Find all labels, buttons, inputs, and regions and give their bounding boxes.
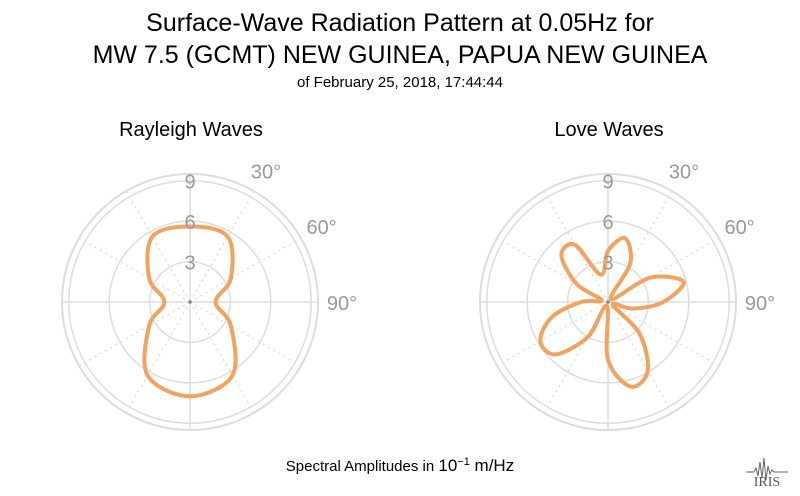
radial-tick-label: 6 [602, 212, 613, 234]
polar-outer-ring [61, 173, 319, 431]
polar-ring [526, 220, 690, 384]
polar-spoke [189, 237, 302, 303]
polar-spoke [189, 301, 302, 367]
polar-spoke [125, 190, 191, 303]
polar-spoke [78, 237, 191, 303]
radial-tick-label: 9 [184, 172, 195, 194]
caption-unit-base: 10 [438, 456, 458, 475]
polar-ring [108, 220, 272, 384]
radial-tick-label: 3 [602, 253, 613, 275]
iris-logo: IRIS [746, 457, 788, 488]
polar-spoke [189, 190, 255, 303]
caption-unit-suffix: m/Hz [469, 456, 515, 475]
love-subplot-title: Love Waves [554, 119, 664, 141]
radial-tick-label: 3 [184, 253, 195, 275]
caption-prefix: Spectral Amplitudes in [285, 458, 439, 475]
love-polar-plot: 3 6 9 30° 60° 90° [479, 161, 775, 431]
polar-ring [485, 179, 731, 425]
amplitude-units-caption: Spectral Amplitudes in 10−1 m/Hz [0, 456, 800, 476]
angle-tick-label: 30° [669, 161, 699, 183]
radial-tick-label: 9 [602, 172, 613, 194]
polar-center [188, 300, 192, 304]
caption-unit-exponent: −1 [457, 456, 470, 468]
angle-tick-label: 90° [745, 293, 775, 315]
chart-title-line-2: MW 7.5 (GCMT) NEW GUINEA, PAPUA NEW GUIN… [92, 41, 708, 69]
chart-title-line-1: Surface-Wave Radiation Pattern at 0.05Hz… [146, 9, 654, 37]
radiation-pattern-line [538, 235, 686, 389]
polar-outer-ring [479, 173, 737, 431]
polar-spoke [78, 301, 191, 367]
angle-tick-label: 90° [327, 293, 357, 315]
polar-center [606, 300, 610, 304]
radial-tick-label: 6 [184, 212, 195, 234]
chart-subtitle: of February 25, 2018, 17:44:44 [297, 74, 503, 91]
angle-tick-label: 30° [251, 161, 281, 183]
angle-tick-label: 60° [725, 217, 755, 239]
radiation-pattern-line [142, 224, 238, 399]
polar-spoke [607, 301, 720, 367]
rayleigh-subplot-title: Rayleigh Waves [119, 119, 263, 141]
rayleigh-polar-plot: 3 6 9 30° 60° 90° [61, 161, 357, 431]
angle-tick-label: 60° [307, 217, 337, 239]
polar-ring [67, 179, 313, 425]
polar-ring [148, 260, 232, 344]
svg-text:IRIS: IRIS [754, 475, 780, 488]
polar-spoke [607, 301, 673, 414]
